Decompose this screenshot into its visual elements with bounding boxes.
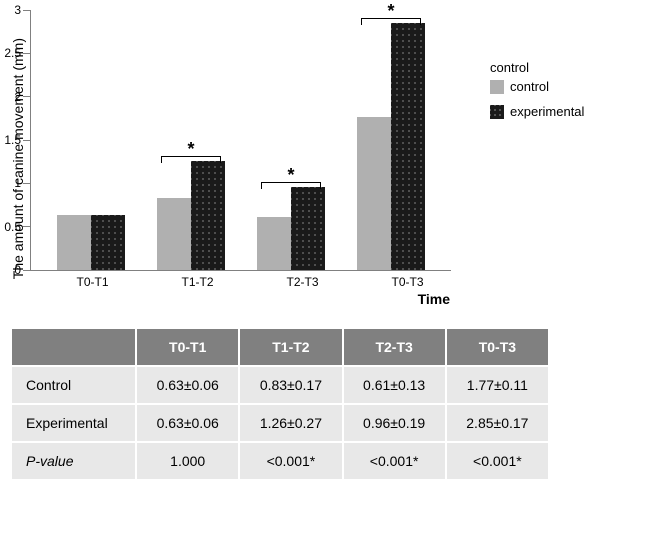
table-col-header: T0-T3 (446, 328, 549, 366)
legend: control control experimental (490, 60, 584, 129)
y-tick (23, 10, 31, 11)
table-col-header: T2-T3 (343, 328, 446, 366)
table-header-row: T0-T1T1-T2T2-T3T0-T3 (11, 328, 549, 366)
y-tick-label: 2 (14, 90, 21, 104)
control-bar (57, 215, 91, 270)
significance-marker: * (261, 165, 321, 183)
table-cell: 0.96±0.19 (343, 404, 446, 442)
legend-label: control (510, 79, 549, 94)
table-row-head: Experimental (11, 404, 136, 442)
table-cell: <0.001* (239, 442, 342, 480)
legend-item: experimental (490, 104, 584, 119)
x-tick-label: T0-T3 (391, 275, 423, 289)
bar-group: * (357, 23, 425, 270)
x-tick-label: T0-T1 (76, 275, 108, 289)
experimental-bar (291, 187, 325, 270)
table-row: P-value1.000<0.001*<0.001*<0.001* (11, 442, 549, 480)
table-col-header: T1-T2 (239, 328, 342, 366)
y-tick (23, 270, 31, 271)
data-table: T0-T1T1-T2T2-T3T0-T3 Control0.63±0.060.8… (10, 327, 550, 481)
legend-label: experimental (510, 104, 584, 119)
table-cell: <0.001* (343, 442, 446, 480)
table-cell: 0.83±0.17 (239, 366, 342, 404)
legend-swatch-experimental (490, 105, 504, 119)
y-tick-label: 1.5 (4, 133, 21, 147)
chart-area: The amount of canine movement (mm) * * * 0… (10, 10, 470, 307)
y-axis-label: The amount of canine movement (mm) (10, 38, 26, 279)
y-tick-label: 0 (14, 263, 21, 277)
table-cell: 0.63±0.06 (136, 404, 239, 442)
x-tick-label: T1-T2 (181, 275, 213, 289)
x-categories: T0-T1 T1-T2 T2-T3 T0-T3 (30, 271, 470, 289)
bar-group: * (257, 187, 325, 270)
table-row: Experimental0.63±0.061.26±0.270.96±0.192… (11, 404, 549, 442)
table-cell: 2.85±0.17 (446, 404, 549, 442)
control-bar (157, 198, 191, 270)
y-tick (23, 53, 31, 54)
table-row-head: P-value (11, 442, 136, 480)
table-cell: 0.61±0.13 (343, 366, 446, 404)
table-cell: 1.26±0.27 (239, 404, 342, 442)
table-row-head: Control (11, 366, 136, 404)
y-tick-label: 0.5 (4, 220, 21, 234)
bar-groups: * * * (31, 10, 451, 270)
table-row: Control0.63±0.060.83±0.170.61±0.131.77±0… (11, 366, 549, 404)
x-axis-label: Time (418, 291, 450, 307)
y-tick (23, 226, 31, 227)
table-cell: 0.63±0.06 (136, 366, 239, 404)
table-col-header (11, 328, 136, 366)
control-bar (357, 117, 391, 270)
significance-marker: * (361, 1, 421, 19)
y-tick-label: 3 (14, 3, 21, 17)
experimental-bar (391, 23, 425, 270)
table-cell: <0.001* (446, 442, 549, 480)
table-cell: 1.77±0.11 (446, 366, 549, 404)
table-cell: 1.000 (136, 442, 239, 480)
figure-top-row: The amount of canine movement (mm) * * * 0… (10, 10, 654, 307)
plot-column: *** 00.511.522.53 T0-T1T1-T2T2-T3T0-T3 T… (30, 10, 470, 307)
y-tick (23, 183, 31, 184)
bar-group (57, 215, 125, 270)
legend-title: control (490, 60, 584, 75)
experimental-bar (91, 215, 125, 270)
x-tick-label: T2-T3 (286, 275, 318, 289)
y-tick (23, 96, 31, 97)
x-axis-label-row: Time (30, 291, 454, 307)
table-col-header: T0-T1 (136, 328, 239, 366)
y-tick-label: 1 (14, 176, 21, 190)
y-tick-label: 2.5 (4, 46, 21, 60)
table-body: Control0.63±0.060.83±0.170.61±0.131.77±0… (11, 366, 549, 480)
bar-group: * (157, 161, 225, 270)
y-tick (23, 140, 31, 141)
experimental-bar (191, 161, 225, 270)
legend-swatch-control (490, 80, 504, 94)
legend-item: control (490, 79, 584, 94)
significance-marker: * (161, 139, 221, 157)
plot-area: *** 00.511.522.53 (30, 10, 451, 271)
control-bar (257, 217, 291, 270)
